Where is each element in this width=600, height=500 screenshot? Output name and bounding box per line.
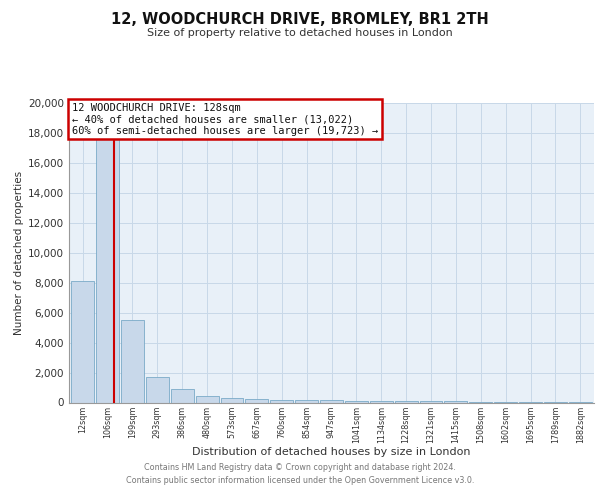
- Bar: [320, 400, 343, 402]
- Bar: [370, 401, 393, 402]
- Bar: [345, 400, 368, 402]
- Bar: [395, 401, 418, 402]
- Bar: [270, 400, 293, 402]
- X-axis label: Distribution of detached houses by size in London: Distribution of detached houses by size …: [192, 447, 471, 457]
- Text: 12, WOODCHURCH DRIVE, BROMLEY, BR1 2TH: 12, WOODCHURCH DRIVE, BROMLEY, BR1 2TH: [111, 12, 489, 28]
- Bar: [196, 396, 218, 402]
- Bar: [245, 399, 268, 402]
- Bar: [221, 398, 244, 402]
- Bar: [146, 377, 169, 402]
- Text: 12 WOODCHURCH DRIVE: 128sqm
← 40% of detached houses are smaller (13,022)
60% of: 12 WOODCHURCH DRIVE: 128sqm ← 40% of det…: [71, 102, 378, 136]
- Bar: [71, 281, 94, 402]
- Bar: [121, 320, 144, 402]
- Bar: [171, 389, 194, 402]
- Bar: [96, 118, 119, 403]
- Y-axis label: Number of detached properties: Number of detached properties: [14, 170, 24, 334]
- Text: Contains public sector information licensed under the Open Government Licence v3: Contains public sector information licen…: [126, 476, 474, 485]
- Text: Contains HM Land Registry data © Crown copyright and database right 2024.: Contains HM Land Registry data © Crown c…: [144, 462, 456, 471]
- Text: Size of property relative to detached houses in London: Size of property relative to detached ho…: [147, 28, 453, 38]
- Bar: [295, 400, 318, 402]
